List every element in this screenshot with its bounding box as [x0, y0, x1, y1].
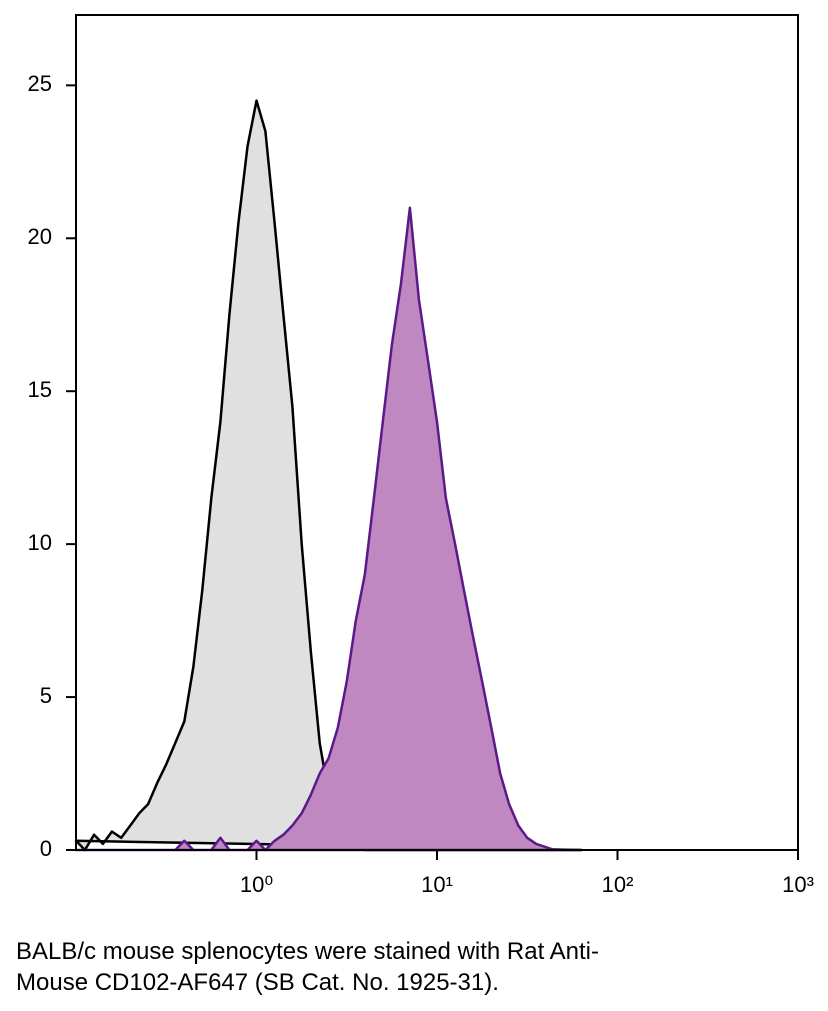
x-tick-label: 10⁰	[240, 872, 273, 897]
x-tick-label: 10³	[782, 872, 814, 897]
caption: BALB/c mouse splenocytes were stained wi…	[16, 938, 599, 996]
chart: 0 5 10 15 20 25 10⁰ 10¹ 10² 10³	[28, 14, 814, 897]
y-tick-label: 20	[28, 224, 52, 249]
y-tick-label: 15	[28, 377, 52, 402]
histogram-area	[74, 99, 583, 852]
y-tick-label: 5	[40, 683, 52, 708]
y-tick-label: 25	[28, 71, 52, 96]
x-tick-label: 10²	[602, 872, 634, 897]
histogram-area	[74, 206, 583, 852]
y-tick-label: 0	[40, 836, 52, 861]
x-tick-label: 10¹	[421, 872, 453, 897]
y-tick-label: 10	[28, 530, 52, 555]
